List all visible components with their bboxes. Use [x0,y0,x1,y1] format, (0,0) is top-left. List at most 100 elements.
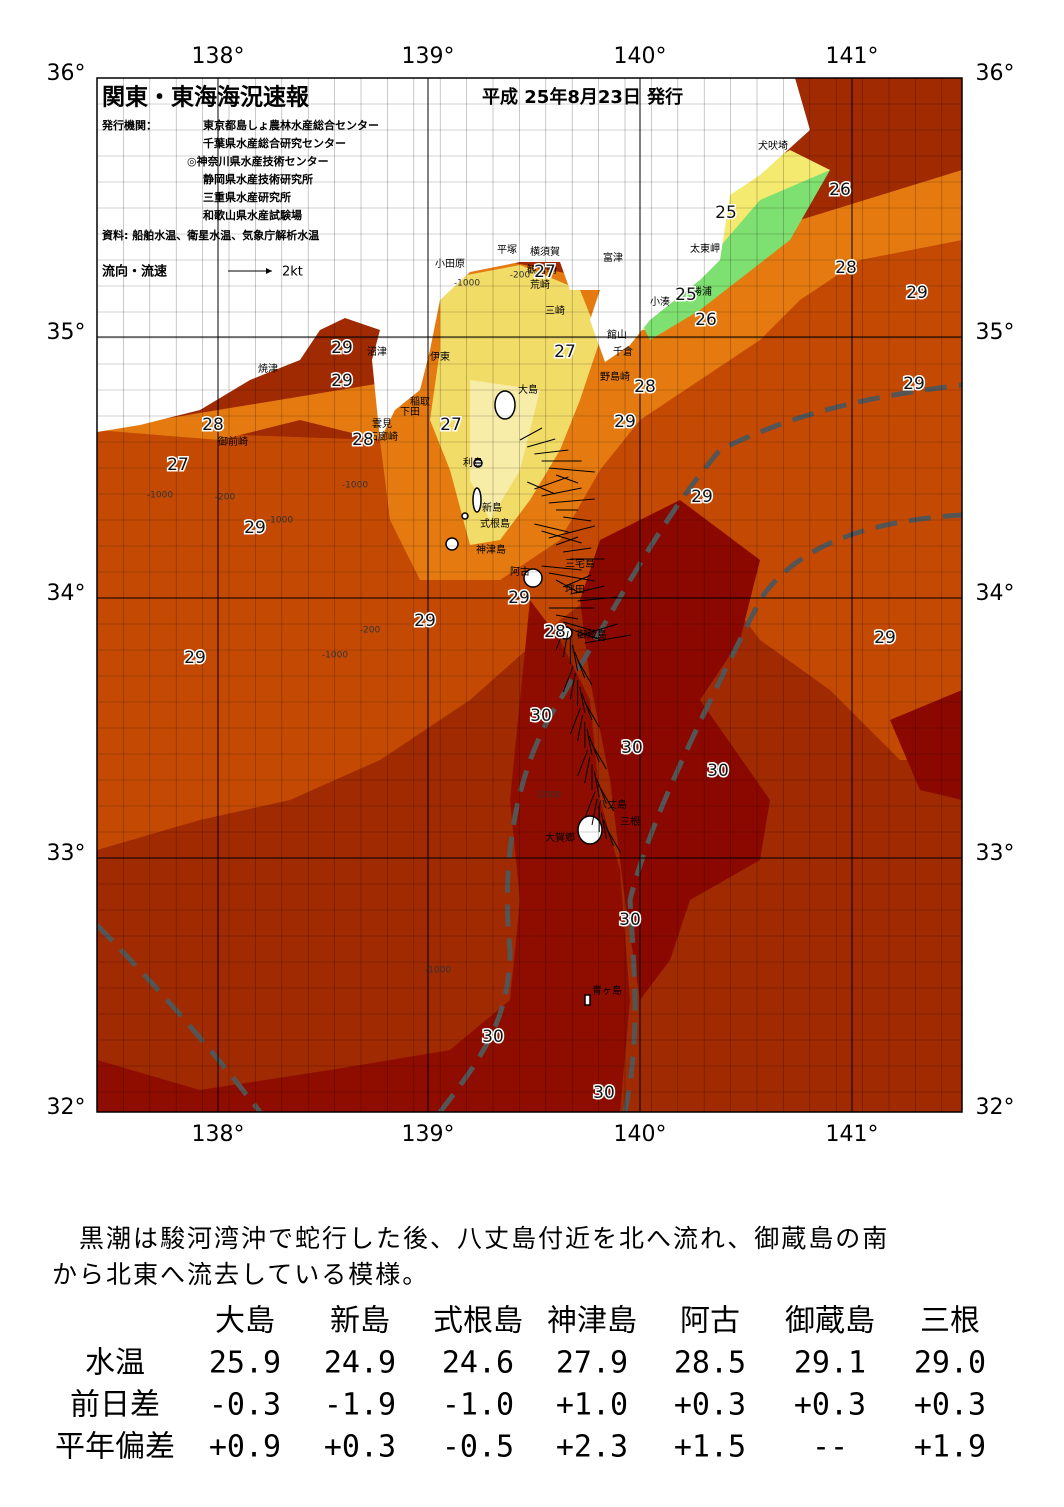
table-header: 阿古 [680,1304,740,1339]
sea-hot [890,690,962,800]
current-vector [600,812,607,840]
lat-label: 36° [47,61,86,86]
table-cell: 29.0 [914,1346,986,1381]
contour-label: 29 [614,412,636,432]
depth-label: -200 [215,493,236,503]
place-name: 小湊 [650,295,670,308]
lat-label: 32° [976,1095,1015,1120]
lon-label: 139° [402,44,455,69]
current-vector [555,623,567,651]
table-cell: +1.0 [556,1388,628,1423]
place-name: 小田原 [435,258,465,270]
lat-label: 34° [976,581,1015,606]
current-vector [579,686,586,714]
lon-label: 140° [614,44,667,69]
table-cell: 24.6 [442,1346,514,1381]
current-vector [591,798,598,826]
table-header: 大島 [215,1304,275,1339]
place-name: 横須賀 [530,245,560,258]
issuer: 千葉県水産総合研究センター [203,136,346,150]
place-name: 石廊崎 [368,430,398,443]
current-vector [584,756,591,784]
contour-label: 28 [634,377,656,397]
contour-label: 28 [202,415,224,435]
contour-label: 29 [184,648,206,668]
contour-label: 29 [414,611,436,631]
table-cell: 29.1 [794,1346,866,1381]
current-vector [541,530,582,544]
place-name: 勝浦 [692,285,712,298]
place-name: 阿古 [510,565,530,578]
contour-label: 29 [906,283,928,303]
issuer: 和歌山県水産試験場 [203,208,302,222]
issuer: 東京都島しょ農林水産総合センター [203,118,379,132]
contour-label: 29 [508,588,530,608]
sea-pale [470,380,540,520]
row-label: 平年偏差 [55,1430,175,1465]
current-vector [577,623,618,637]
current-vector [584,634,631,644]
depth-label: -200 [510,271,531,281]
current-vector [548,498,595,504]
place-name: 千倉 [613,345,633,358]
current-vector [570,628,605,642]
place-name: 利島 [463,456,483,469]
contour-label: 27 [440,415,462,435]
place-name: 館山 [607,328,627,341]
current-vector [584,791,596,819]
place-name: 犬吠埼 [758,139,788,152]
table-cell: +2.3 [556,1430,628,1465]
sea-hot [97,600,630,1112]
table-cell: +0.3 [914,1388,986,1423]
place-name: 三宅島 [565,557,595,570]
depth-label: -1000 [267,516,293,526]
table-cell: -1.9 [324,1388,396,1423]
table-cell: +0.9 [209,1430,281,1465]
table-cell: +1.9 [914,1430,986,1465]
graticule [97,78,962,1112]
table-header: 三根 [920,1304,980,1339]
table-cell: -- [812,1430,848,1465]
place-name: 伊東 [430,350,450,363]
current-vector [563,574,592,588]
current-vector [576,658,593,686]
contour-label: 29 [874,628,896,648]
contour-label: 29 [903,374,925,394]
place-name: 大賀郷 [545,831,575,844]
depth-label: -1000 [342,481,368,491]
current-vector [527,481,556,495]
current-vector [563,621,592,631]
lon-label: 141° [826,1122,879,1147]
current-vector [581,693,593,721]
current-vector [548,572,595,582]
table-cell: 24.9 [324,1346,396,1381]
issuer: 三重県水産研究所 [203,190,291,204]
current-vector [593,770,600,798]
issuer-label: 発行機関： [101,118,157,132]
table-cell: -0.5 [442,1430,514,1465]
lon-label: 139° [402,1122,455,1147]
depth-label: -1000 [535,791,561,801]
legend-arrowhead [266,268,272,274]
place-name: 沼津 [367,345,387,358]
current-vector [577,714,584,742]
current-vector [603,819,615,847]
place-name: 稲取 [410,396,430,408]
contour-label: 26 [829,180,851,200]
lat-label: 35° [47,320,86,345]
contour-label: 30 [482,1027,504,1047]
contour-label: 29 [691,487,713,507]
row-label: 水温 [85,1346,145,1381]
table-cell: +0.3 [324,1430,396,1465]
kuroshio-path [97,923,262,1112]
contour-label: 27 [534,262,556,282]
place-name: 御蔵島 [577,628,607,641]
current-vector [534,449,569,455]
contour-label: 25 [715,203,737,223]
current-vector [548,467,595,473]
current-vector [519,427,543,441]
table-header: 神津島 [547,1304,637,1339]
depth-label: -200 [360,626,381,636]
current-vector [583,700,600,728]
